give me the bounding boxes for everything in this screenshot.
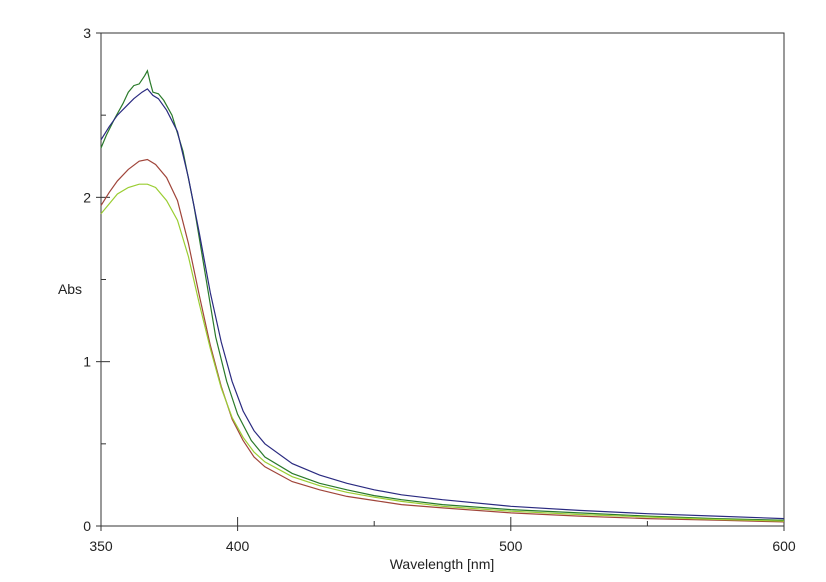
series-line-4 — [100, 183, 785, 522]
series-line-1 — [100, 69, 785, 521]
y-tick-label: 3 — [83, 25, 91, 41]
y-tick-label: 0 — [83, 518, 91, 534]
y-axis-label: Abs — [58, 281, 82, 297]
plot-area — [100, 32, 785, 527]
y-tick-label: 1 — [83, 354, 91, 370]
x-tick-label: 500 — [499, 538, 523, 554]
series-line-3 — [100, 158, 785, 523]
series-line-2 — [100, 88, 785, 520]
series-lines — [100, 69, 785, 523]
x-axis-label: Wavelength [nm] — [390, 556, 495, 572]
x-tick-label: 350 — [89, 538, 113, 554]
y-tick-label: 2 — [83, 189, 91, 205]
x-tick-label: 600 — [772, 538, 796, 554]
axis-tick-labels: 350 400 500 600 0 1 2 3 — [83, 25, 796, 554]
axis-ticks — [96, 32, 785, 531]
x-tick-label: 400 — [226, 538, 250, 554]
